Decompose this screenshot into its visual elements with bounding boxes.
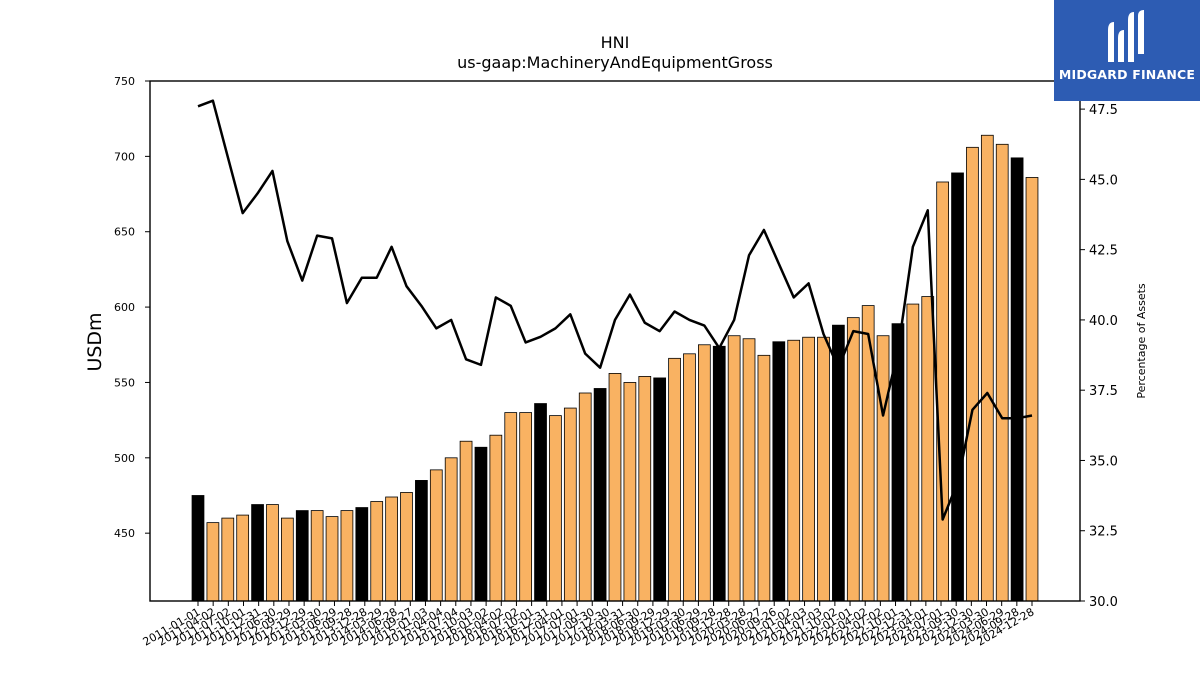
bar: [534, 403, 547, 602]
bar: [400, 492, 413, 602]
y2-axis-label: Percentage of Assets: [1135, 283, 1148, 399]
y2-tick-label: 42.5: [1089, 244, 1118, 259]
bar: [742, 338, 756, 602]
bar: [966, 146, 979, 602]
y-tick-label: 650: [114, 226, 135, 239]
bar: [310, 510, 324, 602]
bar: [206, 522, 220, 602]
y2-tick-label: 47.5: [1089, 103, 1118, 118]
bar: [936, 181, 950, 602]
bar: [474, 446, 488, 602]
bar: [1010, 157, 1024, 602]
y-tick-label: 550: [114, 376, 135, 389]
bar: [638, 376, 652, 602]
bar: [355, 507, 369, 602]
chart-title: HNI: [601, 33, 630, 52]
bar: [757, 354, 771, 602]
midgard-logo-icon: [1108, 10, 1144, 62]
bar: [623, 382, 637, 602]
bars-layer: [191, 134, 1039, 602]
series-line: [197, 99, 1033, 521]
bar: [980, 134, 994, 602]
bar: [817, 336, 830, 602]
bar: [236, 514, 250, 602]
y-tick-label: 450: [114, 527, 135, 540]
bar: [772, 341, 786, 602]
bar: [846, 317, 860, 602]
bar: [563, 407, 577, 602]
bar: [593, 388, 607, 602]
bar: [444, 457, 458, 602]
bar: [668, 357, 681, 602]
bar: [489, 434, 503, 602]
bar: [683, 353, 696, 602]
bar: [295, 510, 309, 602]
y2-tick-label: 40.0: [1089, 314, 1118, 329]
axes-layer: 450 500 550 600 650 700 750 30.0 32.5 35.0 37.5 40.…: [114, 75, 1118, 649]
bar: [459, 440, 473, 602]
bar: [906, 303, 920, 602]
bar: [221, 517, 235, 602]
bar: [340, 510, 354, 602]
bar: [951, 172, 964, 602]
bar: [787, 339, 801, 602]
y2-tick-label: 30.0: [1089, 595, 1118, 610]
bar: [549, 415, 562, 602]
y2-tick-label: 45.0: [1089, 173, 1118, 188]
plot-frame: [149, 80, 1081, 602]
bar: [385, 496, 398, 602]
bar: [712, 345, 726, 602]
bar: [415, 480, 428, 602]
y-axis-label: USDm: [84, 312, 106, 371]
bar: [802, 336, 815, 602]
line-layer: [197, 99, 1033, 521]
bar: [251, 504, 264, 602]
brand-logo: MIDGARD FINANCE: [1054, 0, 1200, 101]
y2-tick-label: 35.0: [1089, 454, 1118, 469]
bar: [608, 373, 622, 602]
y-tick-label: 750: [114, 75, 135, 88]
chart-subtitle: us-gaap:MachineryAndEquipmentGross: [457, 53, 773, 72]
y2-tick-label: 37.5: [1089, 384, 1118, 399]
bar: [504, 412, 518, 602]
y2-tick-label: 32.5: [1089, 525, 1118, 540]
bar: [698, 344, 711, 602]
bar: [653, 377, 667, 602]
bar: [370, 501, 384, 602]
bar: [266, 504, 279, 602]
brand-logo-text: MIDGARD FINANCE: [1058, 67, 1196, 82]
bar: [519, 412, 533, 602]
bar: [921, 296, 935, 602]
bar: [280, 517, 294, 602]
bar: [325, 516, 339, 602]
bar: [995, 143, 1009, 602]
y-tick-label: 500: [114, 452, 135, 465]
bar: [578, 392, 592, 602]
y-tick-label: 700: [114, 150, 135, 163]
bar: [876, 335, 890, 602]
bar: [191, 495, 205, 602]
bar: [1025, 177, 1039, 602]
bar: [727, 335, 741, 602]
y-tick-label: 600: [114, 301, 135, 314]
bar: [429, 469, 443, 602]
